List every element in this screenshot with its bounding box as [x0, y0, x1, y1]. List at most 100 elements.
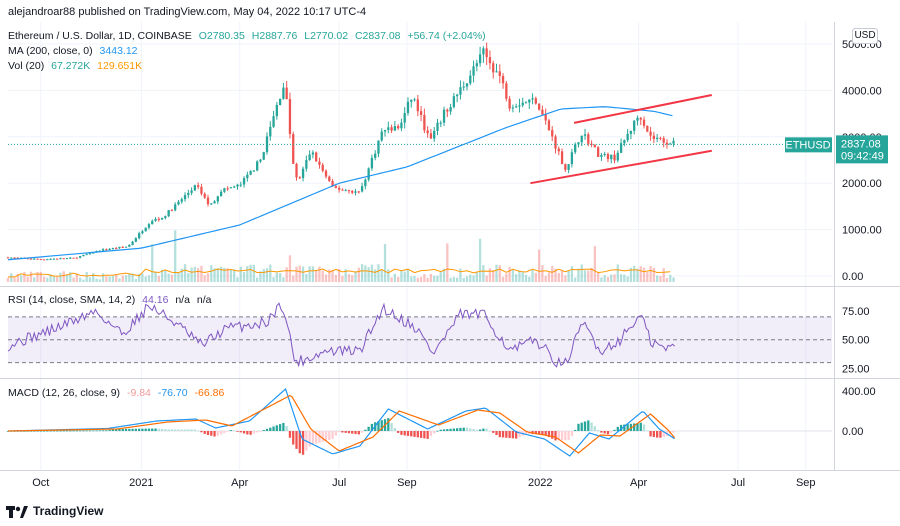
legend-close: C2837.08 [354, 30, 401, 42]
volume-bar [567, 270, 570, 282]
candle-body [16, 257, 19, 259]
macd-hist-bar [426, 431, 429, 439]
macd-hist-bar [452, 428, 456, 431]
macd-hist-bar [160, 428, 164, 431]
legend-rsi-label[interactable]: RSI (14, close, SMA, 14, 2) [8, 294, 136, 306]
x-tick-label: 2022 [528, 477, 552, 489]
ma200-line[interactable] [7, 106, 673, 261]
volume-bar [141, 273, 144, 282]
macd-hist-bar [501, 431, 505, 438]
candle-body [115, 248, 118, 250]
volume-bar [216, 268, 219, 282]
macd-hist-bar [364, 429, 367, 431]
candle-body [505, 83, 508, 99]
volume-bar [311, 266, 315, 282]
x-tick-label: Sep [397, 477, 417, 489]
candle-body [256, 161, 259, 171]
x-tick-label: Oct [32, 477, 49, 489]
volume-bar [167, 273, 170, 282]
volume-bar [544, 275, 547, 282]
candle-body [416, 99, 419, 112]
macd-hist-bar [170, 429, 174, 431]
macd-hist-bar [472, 429, 475, 431]
macd-hist-bar [62, 430, 65, 432]
macd-hist-bar [515, 431, 518, 439]
candle-body [347, 190, 351, 192]
macd-hist-bar [360, 431, 364, 433]
volume-bar [239, 266, 242, 282]
volume-bar [537, 249, 541, 282]
macd-hist-bar [318, 431, 321, 443]
macd-hist-bar [301, 431, 305, 455]
macd-hist-bar [265, 428, 269, 431]
legend-macd-label[interactable]: MACD (12, 26, close, 9) [8, 387, 121, 399]
candle-body [65, 258, 69, 260]
macd-hist-bar [147, 428, 151, 431]
candle-body [187, 192, 190, 196]
macd-hist-bar [154, 428, 157, 431]
volume-bar [285, 267, 288, 282]
macd-hist-bar [75, 430, 78, 432]
macd-hist-bar [377, 421, 380, 431]
channel-upper-trendline[interactable] [573, 94, 712, 124]
candle-body [331, 180, 334, 186]
volume-bar [282, 277, 285, 282]
volume-bar [170, 274, 174, 282]
macd-tick-label: 400.00 [842, 386, 876, 398]
volume-bar [642, 267, 646, 282]
volume-bar [62, 271, 65, 282]
macd-hist-bar [298, 431, 301, 454]
volume-bar [295, 266, 298, 282]
macd-hist-bar [357, 431, 360, 435]
candle-body [501, 76, 505, 84]
macd-hist-bar [616, 426, 619, 431]
legend-ma-label[interactable]: MA (200, close, 0) [8, 45, 93, 57]
macd-hist-bar [406, 431, 410, 436]
volume-bar [49, 274, 52, 282]
macd-hist-bar [469, 428, 472, 431]
macd-hist-bar [344, 431, 347, 433]
volume-bar [39, 271, 42, 282]
channel-lower-trendline[interactable] [530, 149, 712, 185]
macd-hist-bar [387, 418, 390, 431]
macd-hist-bar [557, 431, 560, 441]
volume-bar [374, 269, 377, 282]
macd-hist-bar [393, 428, 397, 431]
volume-bar [462, 277, 465, 282]
macd-hist-bar [65, 430, 69, 432]
volume-bar [213, 268, 216, 282]
candle-body [236, 184, 239, 187]
macd-hist-bar [121, 428, 124, 431]
macd-hist-bar [134, 428, 138, 431]
macd-line[interactable] [7, 387, 675, 457]
candle-body [197, 185, 200, 187]
currency-button[interactable]: USD [852, 28, 878, 44]
volume-bar [324, 274, 328, 282]
candle-body [400, 122, 403, 129]
macd-hist-bar [174, 429, 177, 431]
candle-body [252, 170, 256, 172]
macd-hist-bar [226, 431, 229, 432]
candle-body [649, 131, 652, 136]
macd-hist-bar [524, 431, 528, 435]
legend-rsi-row: RSI (14, close, SMA, 14, 2) 44.16 n/a n/… [8, 294, 215, 306]
candle-body [433, 130, 436, 139]
macd-hist-bar [39, 430, 42, 432]
candle-body [295, 163, 298, 178]
macd-hist-bar [439, 429, 442, 431]
rsi-line[interactable] [7, 302, 675, 368]
legend-vol-label[interactable]: Vol (20) [8, 60, 45, 72]
candle-body [301, 168, 305, 178]
macd-signal-line[interactable] [7, 394, 676, 454]
volume-bar [33, 277, 36, 282]
volume-bar [669, 274, 672, 282]
candle-body [223, 188, 226, 192]
macd-hist-bar [436, 430, 439, 432]
legend-vol-value1: 67.272K [51, 60, 91, 72]
volume-bar [652, 267, 656, 282]
candle-body [537, 103, 541, 110]
macd-hist-bar [442, 429, 446, 431]
legend-symbol[interactable]: Ethereum / U.S. Dollar, 1D, COINBASE [8, 30, 192, 42]
volume-bar [413, 276, 416, 282]
